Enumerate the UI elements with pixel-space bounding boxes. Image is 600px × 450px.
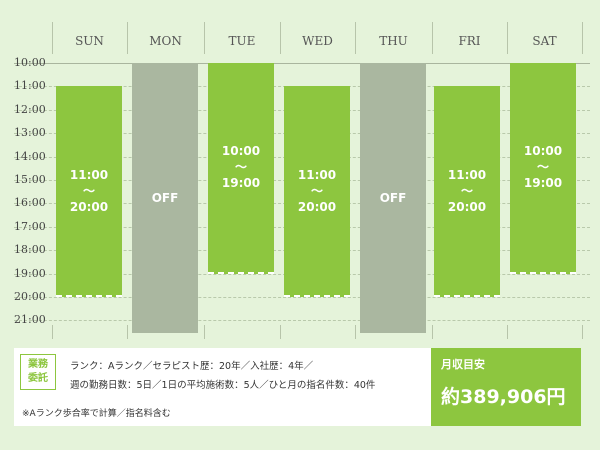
time-label: 17:00	[14, 219, 46, 233]
shift-block-tue: 10:00 ～ 19:00	[208, 63, 274, 274]
off-block-thu: OFF	[360, 63, 426, 333]
time-gridline	[14, 297, 590, 298]
shift-block-sat: 10:00 ～ 19:00	[510, 63, 576, 274]
shift-tilde: ～	[82, 183, 95, 198]
time-label: 20:00	[14, 290, 46, 303]
shift-block-wed: 11:00 ～ 20:00	[284, 86, 350, 297]
shift-tilde: ～	[310, 183, 323, 198]
shift-start: 10:00	[221, 144, 261, 159]
shift-block-sun: 11:00 ～ 20:00	[56, 86, 122, 297]
time-label: 21:00	[14, 313, 46, 327]
column-divider	[280, 325, 281, 339]
monthly-income-panel: 月収目安 約389,906円	[431, 348, 581, 426]
badge-line-1: 業務	[28, 359, 48, 370]
time-label: 19:00	[14, 266, 46, 280]
column-divider	[52, 22, 53, 54]
shift-tilde: ～	[234, 160, 247, 175]
column-divider	[355, 22, 356, 54]
column-divider	[127, 22, 128, 54]
day-header-sat: SAT	[532, 34, 557, 48]
time-label: 10:00	[14, 56, 46, 69]
column-divider	[355, 325, 356, 339]
calculation-note: ※Aランク歩合率で計算／指名料含む	[22, 409, 171, 419]
column-divider	[582, 325, 583, 339]
day-header-thu: THU	[379, 34, 408, 48]
column-divider	[507, 325, 508, 339]
shift-start: 11:00	[447, 167, 487, 182]
time-label: 12:00	[14, 102, 46, 116]
time-gridline	[14, 320, 590, 322]
income-value: 約389,906円	[441, 386, 566, 408]
shift-end: 19:00	[221, 176, 261, 191]
off-block-mon: OFF	[132, 63, 198, 333]
day-header-sun: SUN	[75, 34, 104, 48]
shift-start: 11:00	[297, 167, 337, 182]
column-divider	[582, 22, 583, 54]
day-header-wed: WED	[302, 34, 333, 48]
time-label: 14:00	[14, 149, 46, 163]
shift-start: 10:00	[523, 144, 563, 159]
column-divider	[432, 22, 433, 54]
shift-end: 20:00	[297, 199, 337, 214]
day-header-mon: MON	[149, 34, 182, 48]
time-label: 15:00	[14, 173, 46, 186]
day-header-fri: FRI	[458, 34, 481, 48]
contract-type-badge: 業務 委託	[20, 354, 56, 390]
time-label: 16:00	[14, 196, 46, 210]
time-label: 18:00	[14, 243, 46, 257]
time-label: 13:00	[14, 126, 46, 140]
badge-line-2: 委託	[28, 373, 48, 384]
shift-tilde: ～	[536, 160, 549, 175]
workload-line: 週の勤務日数：5日／1日の平均施術数：5人／ひと月の指名件数：40件	[70, 380, 376, 391]
column-divider	[204, 22, 205, 54]
contract-info-panel: 業務 委託 ランク：Aランク／セラピスト歴：20年／入社歴：4年／ 週の勤務日数…	[14, 348, 431, 426]
weekly-schedule: SUN MON TUE WED THU FRI SAT 10:00 11:00 12:00 13:…	[14, 22, 590, 339]
column-divider	[127, 325, 128, 339]
income-label: 月収目安	[441, 358, 485, 371]
column-divider	[432, 325, 433, 339]
off-label: OFF	[151, 191, 179, 205]
day-header-tue: TUE	[228, 34, 256, 48]
shift-tilde: ～	[460, 183, 473, 198]
profile-line: ランク：Aランク／セラピスト歴：20年／入社歴：4年／	[70, 361, 314, 372]
column-divider	[280, 22, 281, 54]
column-divider	[52, 325, 53, 339]
time-label: 11:00	[14, 79, 46, 93]
column-divider	[507, 22, 508, 54]
column-divider	[204, 325, 205, 339]
shift-end: 20:00	[69, 199, 109, 214]
time-gridline	[14, 63, 590, 64]
off-label: OFF	[379, 191, 407, 205]
shift-block-fri: 11:00 ～ 20:00	[434, 86, 500, 297]
shift-end: 19:00	[523, 176, 563, 191]
shift-start: 11:00	[69, 167, 109, 182]
shift-end: 20:00	[447, 199, 487, 214]
